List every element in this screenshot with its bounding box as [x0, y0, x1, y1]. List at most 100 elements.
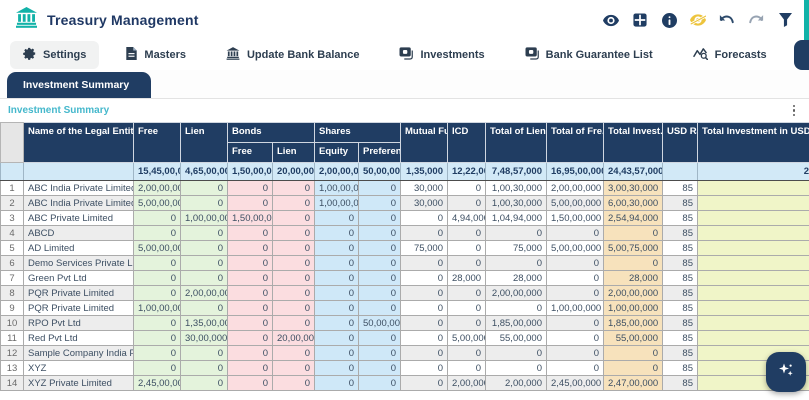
col-group-shares[interactable]: Shares — [314, 122, 401, 143]
cell[interactable]: 0 — [180, 345, 228, 361]
cell[interactable]: 0 — [180, 300, 228, 316]
cell[interactable]: 85 — [662, 300, 698, 316]
cell[interactable]: 4,94,000 — [447, 210, 486, 226]
cell[interactable]: 2,45,00,000 — [133, 375, 181, 391]
cell[interactable]: 50,00,000 — [358, 315, 401, 331]
col-bonds-lien[interactable]: Lien — [272, 142, 315, 163]
cell[interactable]: 0 — [227, 240, 273, 256]
col-total-lien-fd[interactable]: Total of Lien FD.. — [485, 122, 547, 163]
cell[interactable]: 0 — [447, 315, 486, 331]
cell[interactable]: 0 — [133, 315, 181, 331]
cell[interactable]: 0 — [180, 360, 228, 376]
cell[interactable]: 1,00,00,000 — [180, 210, 228, 226]
col-free[interactable]: Free — [133, 122, 181, 163]
col-bonds-free[interactable]: Free — [227, 142, 273, 163]
cell[interactable]: 0 — [358, 255, 401, 271]
cell[interactable]: 0 — [400, 270, 448, 286]
cell[interactable]: 0 — [697, 225, 809, 241]
cell[interactable]: 2,00,000 — [485, 375, 547, 391]
kebab-menu-icon[interactable] — [789, 103, 800, 119]
cell[interactable]: 0 — [400, 360, 448, 376]
cell[interactable]: 0 — [272, 315, 315, 331]
cell[interactable]: 85 — [662, 345, 698, 361]
cell[interactable]: 0 — [272, 270, 315, 286]
cell[interactable]: 2,00,000 — [447, 375, 486, 391]
cell[interactable]: 0 — [358, 360, 401, 376]
tab-forecasts[interactable]: Forecasts — [680, 41, 780, 69]
cell[interactable]: 0 — [447, 240, 486, 256]
cell[interactable]: 0 — [603, 345, 663, 361]
cell[interactable]: 13 — [0, 360, 24, 376]
col-preference[interactable]: Preferen.. — [358, 142, 401, 163]
cell[interactable]: 0 — [485, 300, 547, 316]
cell[interactable]: XYZ Private Limited — [23, 375, 134, 391]
cell[interactable]: 1,35,00,000 — [180, 315, 228, 331]
cell[interactable]: 0 — [314, 270, 359, 286]
cell[interactable]: 0 — [400, 300, 448, 316]
cell[interactable]: 20,00,000 — [272, 330, 315, 346]
cell[interactable]: 1,00,00,000 — [314, 180, 359, 196]
cell[interactable]: 85 — [662, 225, 698, 241]
cell[interactable]: 85 — [662, 210, 698, 226]
cell[interactable]: 64,706 — [697, 330, 809, 346]
cell[interactable]: 8 — [0, 285, 24, 301]
cell[interactable]: 0 — [603, 255, 663, 271]
cell[interactable]: 3 — [0, 210, 24, 226]
col-mutual-fund[interactable]: Mutual Fund — [400, 122, 448, 163]
cell[interactable]: 30,000 — [400, 180, 448, 196]
info-icon[interactable] — [661, 12, 677, 28]
cell[interactable]: 55,00,000 — [485, 330, 547, 346]
cell[interactable]: 2 — [0, 195, 24, 211]
cell[interactable]: 0 — [314, 330, 359, 346]
cell[interactable]: 0 — [180, 270, 228, 286]
tab-update-bank-balance[interactable]: Update Bank Balance — [213, 41, 372, 69]
cell[interactable]: Green Pvt Ltd — [23, 270, 134, 286]
cell[interactable]: 6,00,30,000 — [603, 195, 663, 211]
col-total-usd[interactable]: Total Investment in USD — [697, 122, 809, 163]
cell[interactable]: 0 — [400, 345, 448, 361]
cell[interactable]: 0 — [272, 240, 315, 256]
cell[interactable]: 85 — [662, 375, 698, 391]
cell[interactable]: 1,00,30,000 — [485, 180, 547, 196]
cell[interactable]: 0 — [272, 375, 315, 391]
cell[interactable]: 5,00,75,000 — [603, 240, 663, 256]
cell[interactable]: 28,000 — [447, 270, 486, 286]
cell[interactable]: 0 — [358, 375, 401, 391]
cell[interactable]: 0 — [180, 240, 228, 256]
cell[interactable]: 0 — [227, 300, 273, 316]
cell[interactable]: 0 — [546, 330, 604, 346]
cell[interactable]: 5,00,00,000 — [133, 240, 181, 256]
col-equity[interactable]: Equity — [314, 142, 359, 163]
cell[interactable]: 0 — [227, 195, 273, 211]
cell[interactable]: 0 — [133, 270, 181, 286]
cell[interactable]: 0 — [133, 225, 181, 241]
col-group-bonds[interactable]: Bonds — [227, 122, 315, 143]
cell[interactable]: 0 — [180, 225, 228, 241]
cell[interactable]: 0 — [133, 210, 181, 226]
cell[interactable]: 1 — [0, 180, 24, 196]
cell[interactable]: 0 — [546, 255, 604, 271]
cell[interactable]: RPO Pvt Ltd — [23, 315, 134, 331]
cell[interactable]: 0 — [400, 375, 448, 391]
cell[interactable]: 0 — [272, 360, 315, 376]
cell[interactable]: 0 — [272, 345, 315, 361]
tab-settings[interactable]: Settings — [10, 41, 100, 69]
cell[interactable]: 0 — [227, 285, 273, 301]
cell[interactable]: 0 — [272, 210, 315, 226]
cell[interactable]: 0 — [697, 255, 809, 271]
cell[interactable]: 0 — [358, 195, 401, 211]
subtab-investment-summary[interactable]: Investment Summary — [7, 72, 152, 98]
cell[interactable]: 0 — [546, 360, 604, 376]
cell[interactable]: 85 — [662, 285, 698, 301]
assistant-fab[interactable] — [766, 352, 806, 392]
col-lien[interactable]: Lien — [180, 122, 228, 163]
cell[interactable]: 0 — [485, 255, 547, 271]
cell[interactable]: 85 — [662, 330, 698, 346]
cell[interactable]: 2,00,00,000 — [603, 285, 663, 301]
cell[interactable]: 85 — [662, 255, 698, 271]
cell[interactable]: 2,00,00,000 — [133, 180, 181, 196]
cell[interactable]: 0 — [180, 180, 228, 196]
cell[interactable]: 0 — [227, 375, 273, 391]
cell[interactable]: 0 — [314, 240, 359, 256]
cell[interactable]: 28,000 — [603, 270, 663, 286]
